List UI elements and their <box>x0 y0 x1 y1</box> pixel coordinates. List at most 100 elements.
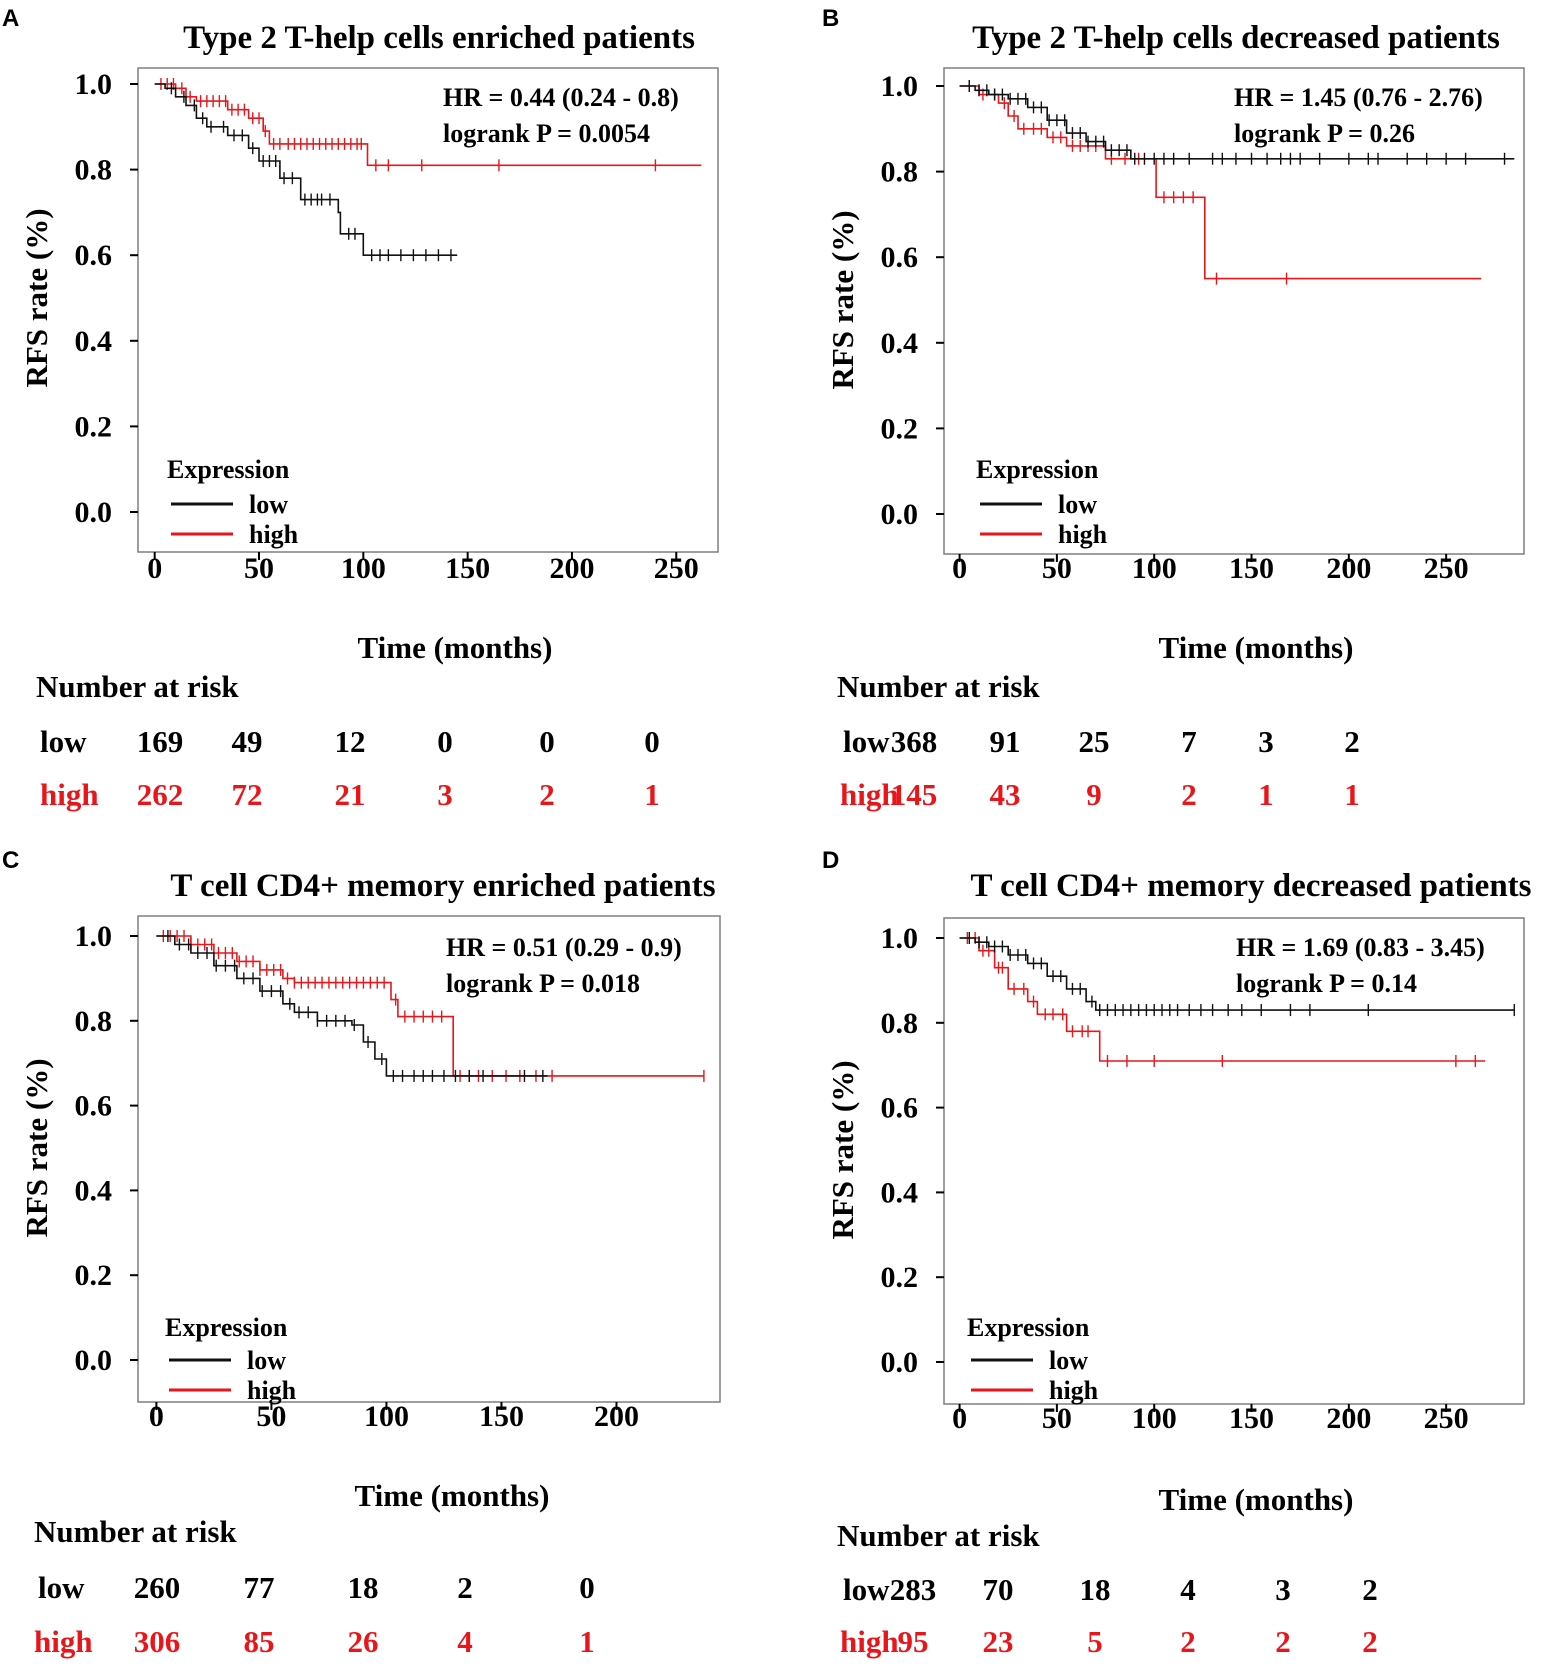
risk-count-low: 169 <box>137 724 184 759</box>
plot-frame <box>137 67 719 553</box>
x-axis-label: Time (months) <box>355 1478 550 1513</box>
risk-row-low: 260 77 18 2 0 <box>134 1570 595 1605</box>
y-tick-label: 0.4 <box>881 327 919 360</box>
risk-row-low: 283 70 18 4 3 2 <box>890 1572 1378 1607</box>
y-tick-label: 0.2 <box>75 1259 113 1292</box>
risk-count-high: 4 <box>457 1624 473 1659</box>
risk-row-label-low: low <box>843 1572 890 1607</box>
risk-count-low: 49 <box>232 724 263 759</box>
y-tick-label: 0.6 <box>75 1090 113 1123</box>
risk-count-high: 262 <box>137 777 184 812</box>
risk-count-high: 43 <box>990 777 1021 812</box>
risk-count-low: 2 <box>1362 1572 1378 1607</box>
x-axis: 0 50 100 150 200 250 <box>147 552 699 585</box>
risk-count-high: 2 <box>1181 777 1197 812</box>
risk-count-low: 283 <box>890 1572 937 1607</box>
risk-count-high: 1 <box>579 1624 595 1659</box>
panel-a: A Type 2 T-help cells enriched patients … <box>0 0 780 834</box>
risk-count-high: 95 <box>898 1624 929 1659</box>
risk-count-low: 3 <box>1258 724 1274 759</box>
km-chart-d: D T cell CD4+ memory decreased patients … <box>822 847 1532 1659</box>
survival-curve-low <box>156 935 548 1077</box>
x-tick-label: 0 <box>952 552 967 585</box>
risk-count-low: 70 <box>983 1572 1014 1607</box>
legend: Expression low high <box>976 455 1108 549</box>
legend-label-high: high <box>1058 520 1108 549</box>
y-axis: 0.0 0.2 0.4 0.6 0.8 1.0 <box>881 922 944 1379</box>
chart-title: Type 2 T-help cells enriched patients <box>183 20 695 56</box>
x-tick-label: 50 <box>1042 552 1072 585</box>
risk-table-title: Number at risk <box>837 669 1040 704</box>
x-axis-label: Time (months) <box>1159 630 1354 665</box>
risk-row-label-high: high <box>840 1624 899 1659</box>
logrank-p-text: logrank P = 0.0054 <box>443 119 650 148</box>
survival-curve-high <box>156 935 704 1077</box>
y-axis-label: RFS rate (%) <box>19 1058 54 1237</box>
risk-count-low: 25 <box>1079 724 1110 759</box>
km-chart-a: A Type 2 T-help cells enriched patients … <box>2 5 719 812</box>
risk-row-high: 262 72 21 3 2 1 <box>137 777 660 812</box>
logrank-p-text: logrank P = 0.018 <box>446 969 640 998</box>
risk-count-high: 2 <box>1275 1624 1291 1659</box>
risk-count-low: 0 <box>437 724 453 759</box>
logrank-p-text: logrank P = 0.14 <box>1236 969 1417 998</box>
panel-label: C <box>2 847 19 874</box>
risk-count-high: 9 <box>1086 777 1102 812</box>
hazard-ratio-text: HR = 1.69 (0.83 - 3.45) <box>1236 933 1485 962</box>
panel-b: B Type 2 T-help cells decreased patients… <box>780 0 1559 834</box>
y-tick-label: 1.0 <box>75 920 113 953</box>
legend-title: Expression <box>967 1313 1090 1342</box>
risk-count-low: 3 <box>1275 1572 1291 1607</box>
legend-title: Expression <box>976 455 1099 484</box>
x-tick-label: 200 <box>1326 1402 1371 1435</box>
x-axis: 0 50 100 150 200 250 <box>952 552 1469 585</box>
risk-count-low: 18 <box>348 1570 379 1605</box>
risk-row-label-low: low <box>843 724 890 759</box>
survival-curve-high <box>959 85 1482 280</box>
y-axis: 0.0 0.2 0.4 0.6 0.8 1.0 <box>75 920 138 1377</box>
x-tick-label: 100 <box>1132 1402 1177 1435</box>
x-tick-label: 50 <box>1042 1402 1072 1435</box>
risk-count-low: 2 <box>1344 724 1360 759</box>
plot-frame <box>137 915 721 1403</box>
x-tick-label: 200 <box>1326 552 1371 585</box>
x-tick-label: 50 <box>244 552 274 585</box>
risk-table-title: Number at risk <box>36 669 239 704</box>
risk-count-high: 2 <box>539 777 555 812</box>
risk-count-high: 23 <box>983 1624 1014 1659</box>
survival-curves <box>959 932 1515 1067</box>
plot-frame <box>943 917 1525 1405</box>
panel-d: D T cell CD4+ memory decreased patients … <box>780 834 1559 1668</box>
x-axis-label: Time (months) <box>358 630 553 665</box>
y-axis-label: RFS rate (%) <box>825 210 860 389</box>
survival-curves <box>156 930 705 1082</box>
x-tick-label: 100 <box>1132 552 1177 585</box>
y-tick-label: 0.8 <box>75 154 113 187</box>
logrank-p-text: logrank P = 0.26 <box>1234 119 1415 148</box>
risk-table-title: Number at risk <box>837 1518 1040 1553</box>
survival-curve-low <box>959 85 1515 160</box>
risk-row-high: 145 43 9 2 1 1 <box>891 777 1360 812</box>
risk-count-high: 1 <box>644 777 660 812</box>
y-tick-label: 0.6 <box>881 241 919 274</box>
y-tick-label: 0.0 <box>881 498 919 531</box>
risk-row-high: 306 85 26 4 1 <box>134 1624 595 1659</box>
x-tick-label: 150 <box>479 1400 524 1433</box>
x-tick-label: 100 <box>364 1400 409 1433</box>
y-axis: 0.0 0.2 0.4 0.6 0.8 1.0 <box>881 70 944 531</box>
x-tick-label: 200 <box>594 1400 639 1433</box>
risk-count-low: 91 <box>990 724 1021 759</box>
risk-count-high: 3 <box>437 777 453 812</box>
risk-row-low: 169 49 12 0 0 0 <box>137 724 660 759</box>
y-tick-label: 1.0 <box>881 922 919 955</box>
risk-count-low: 4 <box>1180 1572 1196 1607</box>
x-axis: 0 50 100 150 200 250 <box>952 1402 1469 1435</box>
risk-count-high: 72 <box>232 777 263 812</box>
x-tick-label: 150 <box>445 552 490 585</box>
x-tick-label: 50 <box>256 1400 286 1433</box>
risk-row-label-low: low <box>38 1570 85 1605</box>
km-chart-c: C T cell CD4+ memory enriched patients 0… <box>2 847 721 1659</box>
risk-count-low: 2 <box>457 1570 473 1605</box>
y-tick-label: 0.2 <box>75 410 113 443</box>
x-tick-label: 250 <box>654 552 699 585</box>
